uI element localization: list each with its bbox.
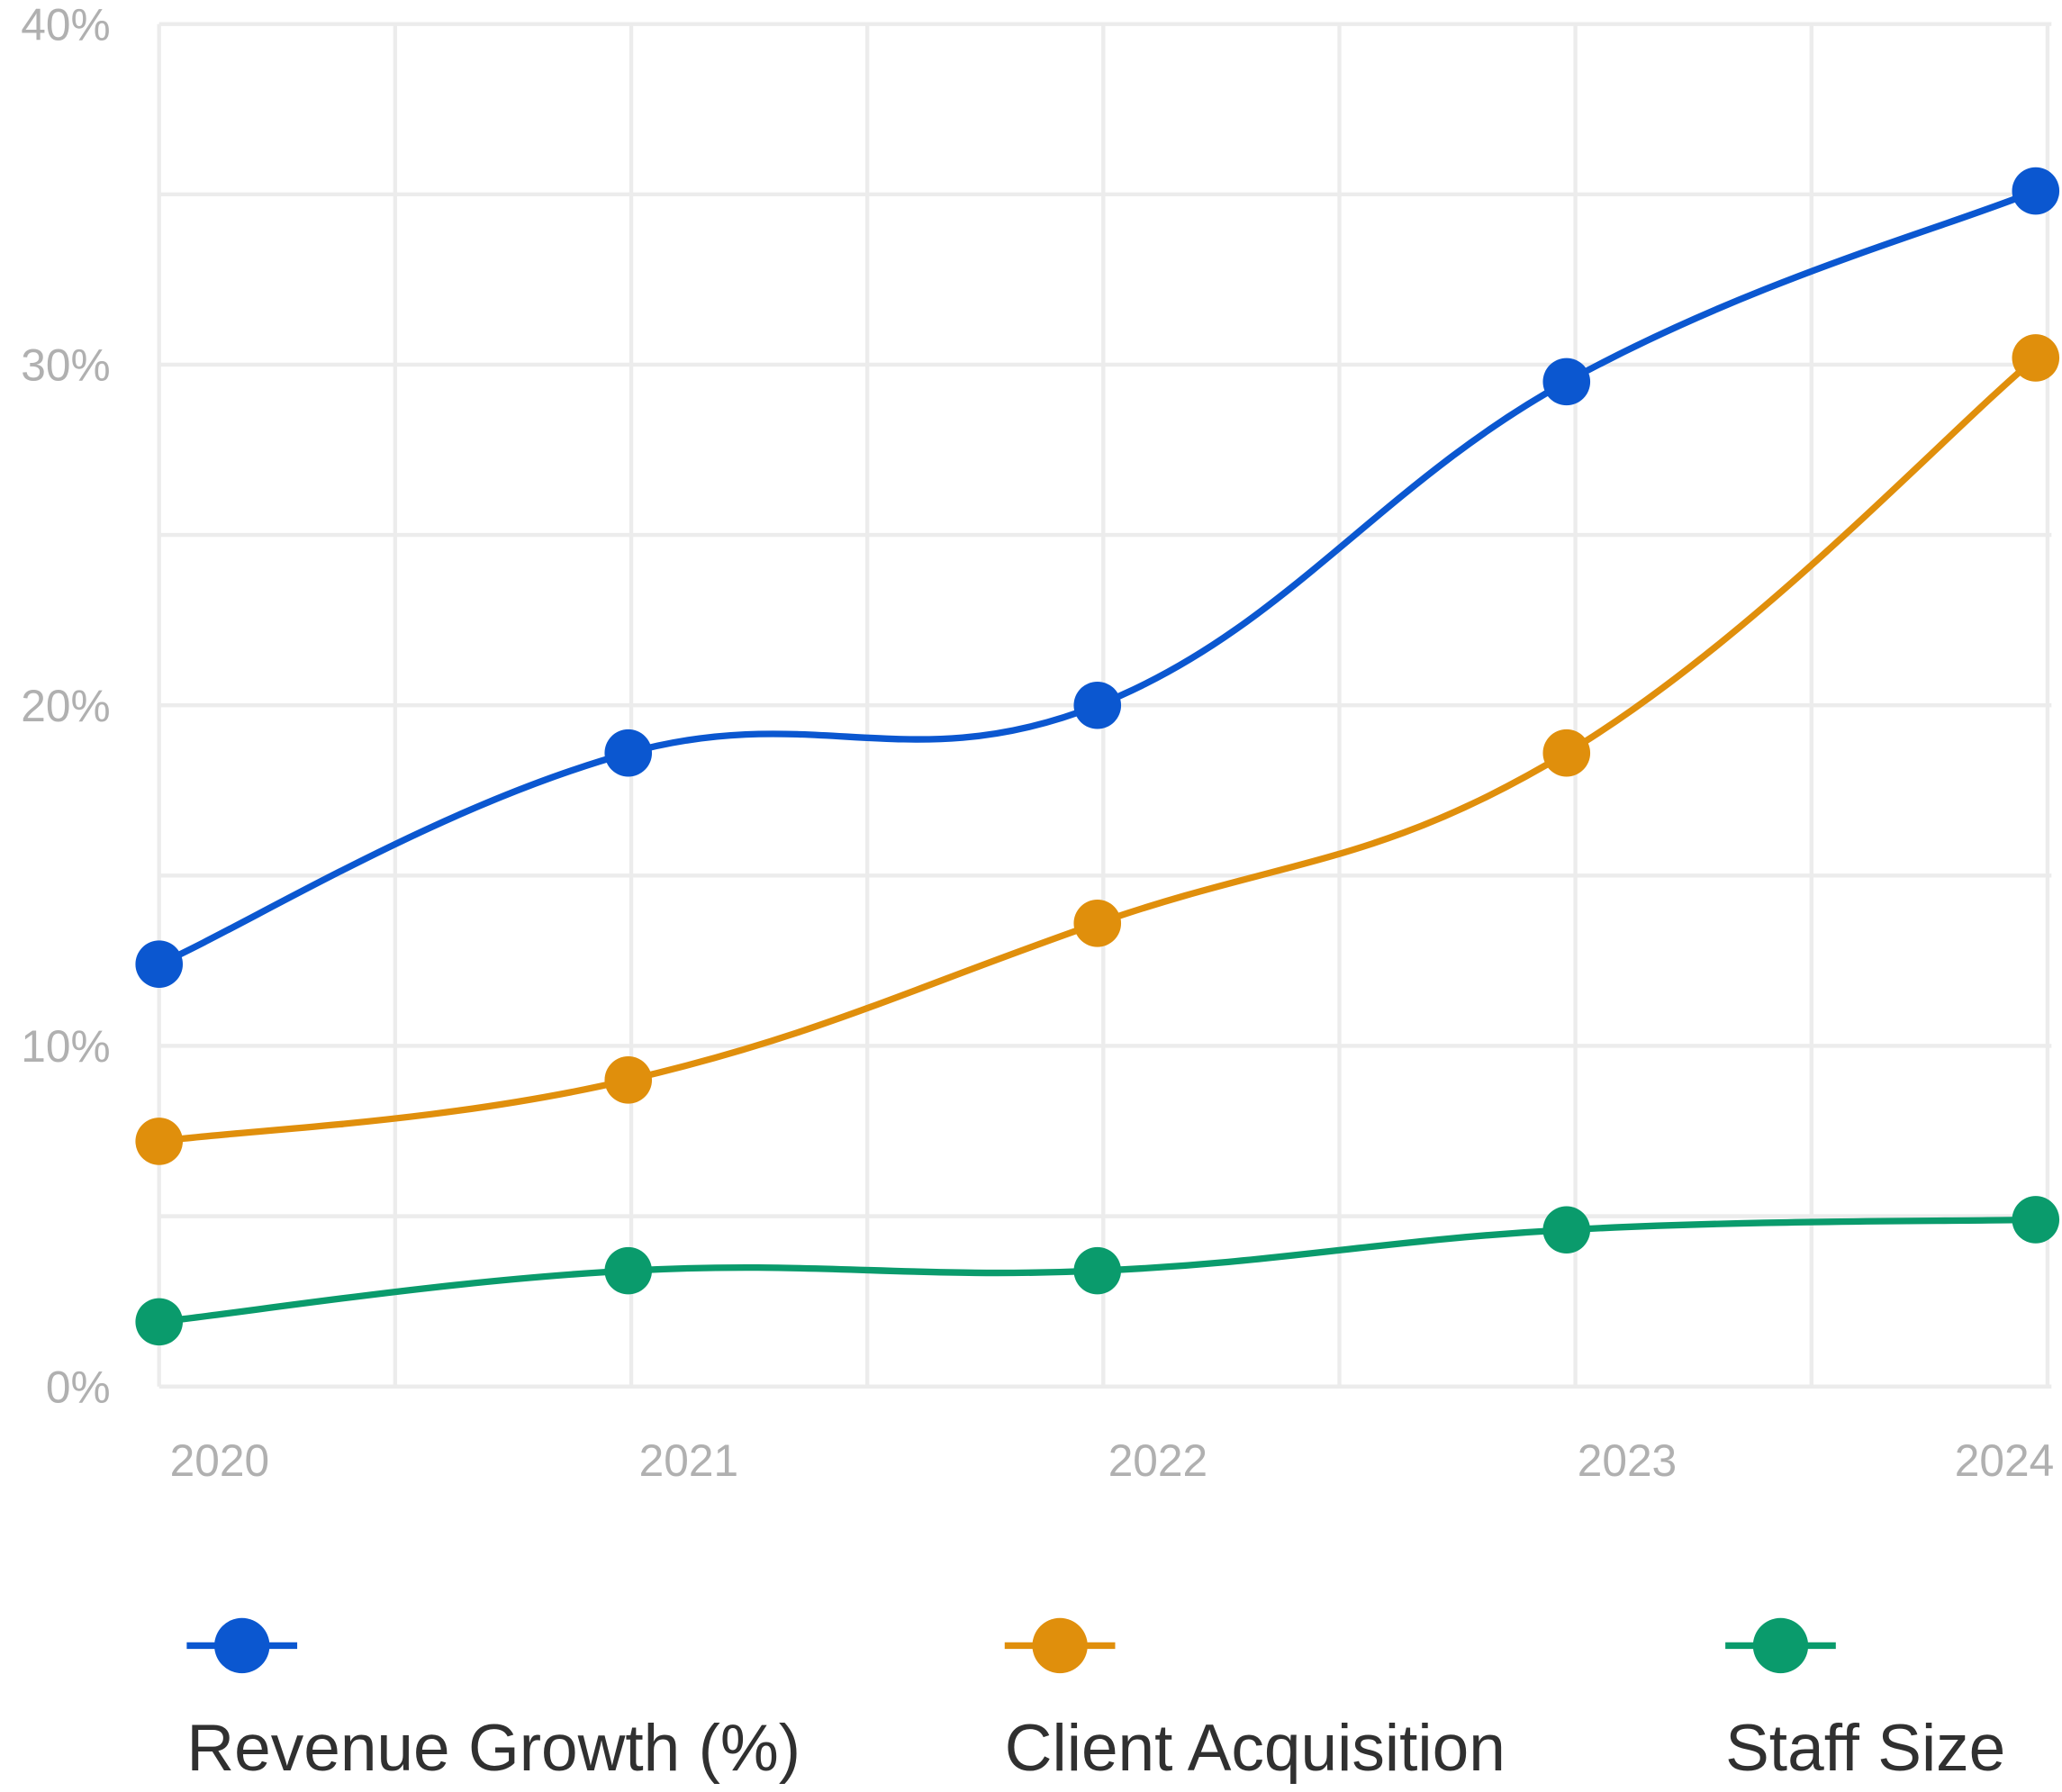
legend-swatch-marker bbox=[214, 1617, 270, 1674]
legend-label: Staff Size bbox=[1725, 1712, 2005, 1785]
legend: Revenue Growth (%) Client Acquisition Staf… bbox=[186, 1617, 2005, 1785]
x-tick-label: 2023 bbox=[1578, 1435, 1677, 1486]
data-point bbox=[2012, 167, 2060, 215]
data-point bbox=[1073, 681, 1122, 729]
data-point bbox=[135, 1118, 184, 1165]
x-tick-label: 2024 bbox=[1955, 1435, 2054, 1486]
y-axis-ticks: 0% 10% 20% 30% 40% bbox=[21, 0, 110, 1412]
data-point bbox=[135, 1298, 184, 1346]
legend-label: Revenue Growth (%) bbox=[186, 1712, 800, 1785]
series-line-1 bbox=[158, 355, 2039, 1145]
series-line-0 bbox=[158, 187, 2038, 968]
series-points bbox=[135, 167, 2060, 1346]
data-point bbox=[1073, 1246, 1122, 1295]
y-tick-label: 20% bbox=[21, 681, 110, 731]
y-tick-label: 30% bbox=[21, 340, 110, 391]
legend-swatch-marker bbox=[1752, 1617, 1809, 1674]
y-tick-label: 0% bbox=[46, 1362, 111, 1412]
x-axis-ticks: 2020 2021 2022 2023 2024 bbox=[170, 1435, 2055, 1486]
data-point bbox=[1542, 729, 1591, 777]
x-tick-label: 2022 bbox=[1108, 1435, 1207, 1486]
data-point bbox=[1542, 357, 1591, 406]
data-point bbox=[2012, 1196, 2060, 1244]
legend-swatch-marker bbox=[1032, 1617, 1088, 1674]
data-point bbox=[604, 729, 653, 777]
legend-label: Client Acquisition bbox=[1005, 1712, 1506, 1785]
data-point bbox=[1073, 900, 1122, 947]
data-point bbox=[604, 1056, 653, 1104]
y-tick-label: 10% bbox=[21, 1021, 110, 1072]
series-lines bbox=[158, 187, 2039, 1326]
y-tick-label: 40% bbox=[21, 0, 110, 50]
x-tick-label: 2021 bbox=[639, 1435, 738, 1486]
data-point bbox=[604, 1246, 653, 1295]
data-point bbox=[135, 940, 184, 988]
data-point bbox=[2012, 334, 2060, 382]
data-point bbox=[1542, 1206, 1591, 1254]
x-tick-label: 2020 bbox=[170, 1435, 269, 1486]
